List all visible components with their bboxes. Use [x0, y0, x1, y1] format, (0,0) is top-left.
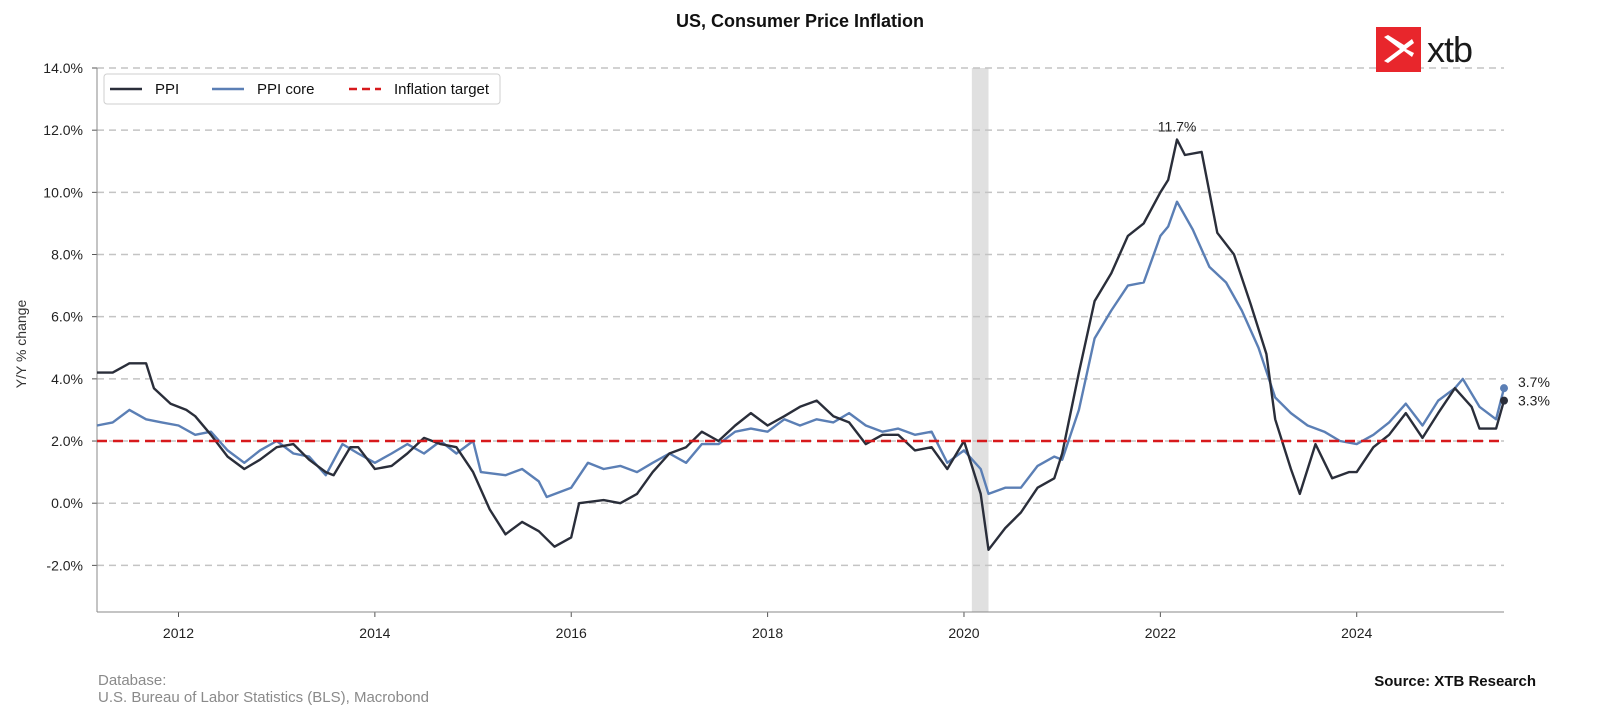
database-label: Database: — [98, 672, 167, 689]
y-tick-label: 6.0% — [51, 309, 83, 325]
y-tick-label: 4.0% — [51, 371, 83, 387]
database-note: Database: U.S. Bureau of Labor Statistic… — [98, 672, 429, 706]
x-tick-label: 2012 — [163, 625, 194, 641]
y-tick-label: -2.0% — [46, 557, 83, 573]
x-tick-label: 2020 — [948, 625, 979, 641]
legend-label: PPI core — [257, 81, 315, 98]
y-tick-label: 0.0% — [51, 495, 83, 511]
y-tick-label: 12.0% — [43, 122, 83, 138]
y-tick-label: 14.0% — [43, 60, 83, 76]
x-tick-label: 2018 — [752, 625, 783, 641]
x-tick-label: 2022 — [1145, 625, 1176, 641]
legend-label: Inflation target — [394, 81, 490, 98]
y-tick-label: 8.0% — [51, 247, 83, 263]
chart-title: US, Consumer Price Inflation — [676, 11, 924, 31]
database-value: U.S. Bureau of Labor Statistics (BLS), M… — [98, 689, 429, 706]
source-note: Source: XTB Research — [1374, 673, 1536, 690]
legend-box — [103, 73, 501, 105]
xtb-logo-text: xtb — [1427, 28, 1473, 70]
annotation-label: 11.7% — [1158, 118, 1197, 134]
y-tick-label: 2.0% — [51, 433, 83, 449]
y-tick-label: 10.0% — [43, 184, 83, 200]
end-point-ppi — [1500, 396, 1508, 405]
series-line-ppi — [97, 138, 1506, 551]
y-axis-label: Y/Y % change — [13, 300, 29, 389]
x-tick-label: 2014 — [359, 625, 390, 641]
series-line-ppi-core — [96, 200, 1506, 499]
x-tick-label: 2024 — [1341, 625, 1372, 641]
annotation-label: 3.7% — [1518, 374, 1550, 390]
xtb-logo: xtb — [1376, 27, 1473, 72]
xtb-logo-icon — [1376, 27, 1421, 72]
x-tick-label: 2016 — [556, 625, 587, 641]
annotation-label: 3.3% — [1518, 393, 1550, 409]
legend-label: PPI — [155, 81, 179, 98]
end-point-ppi-core — [1500, 384, 1508, 393]
